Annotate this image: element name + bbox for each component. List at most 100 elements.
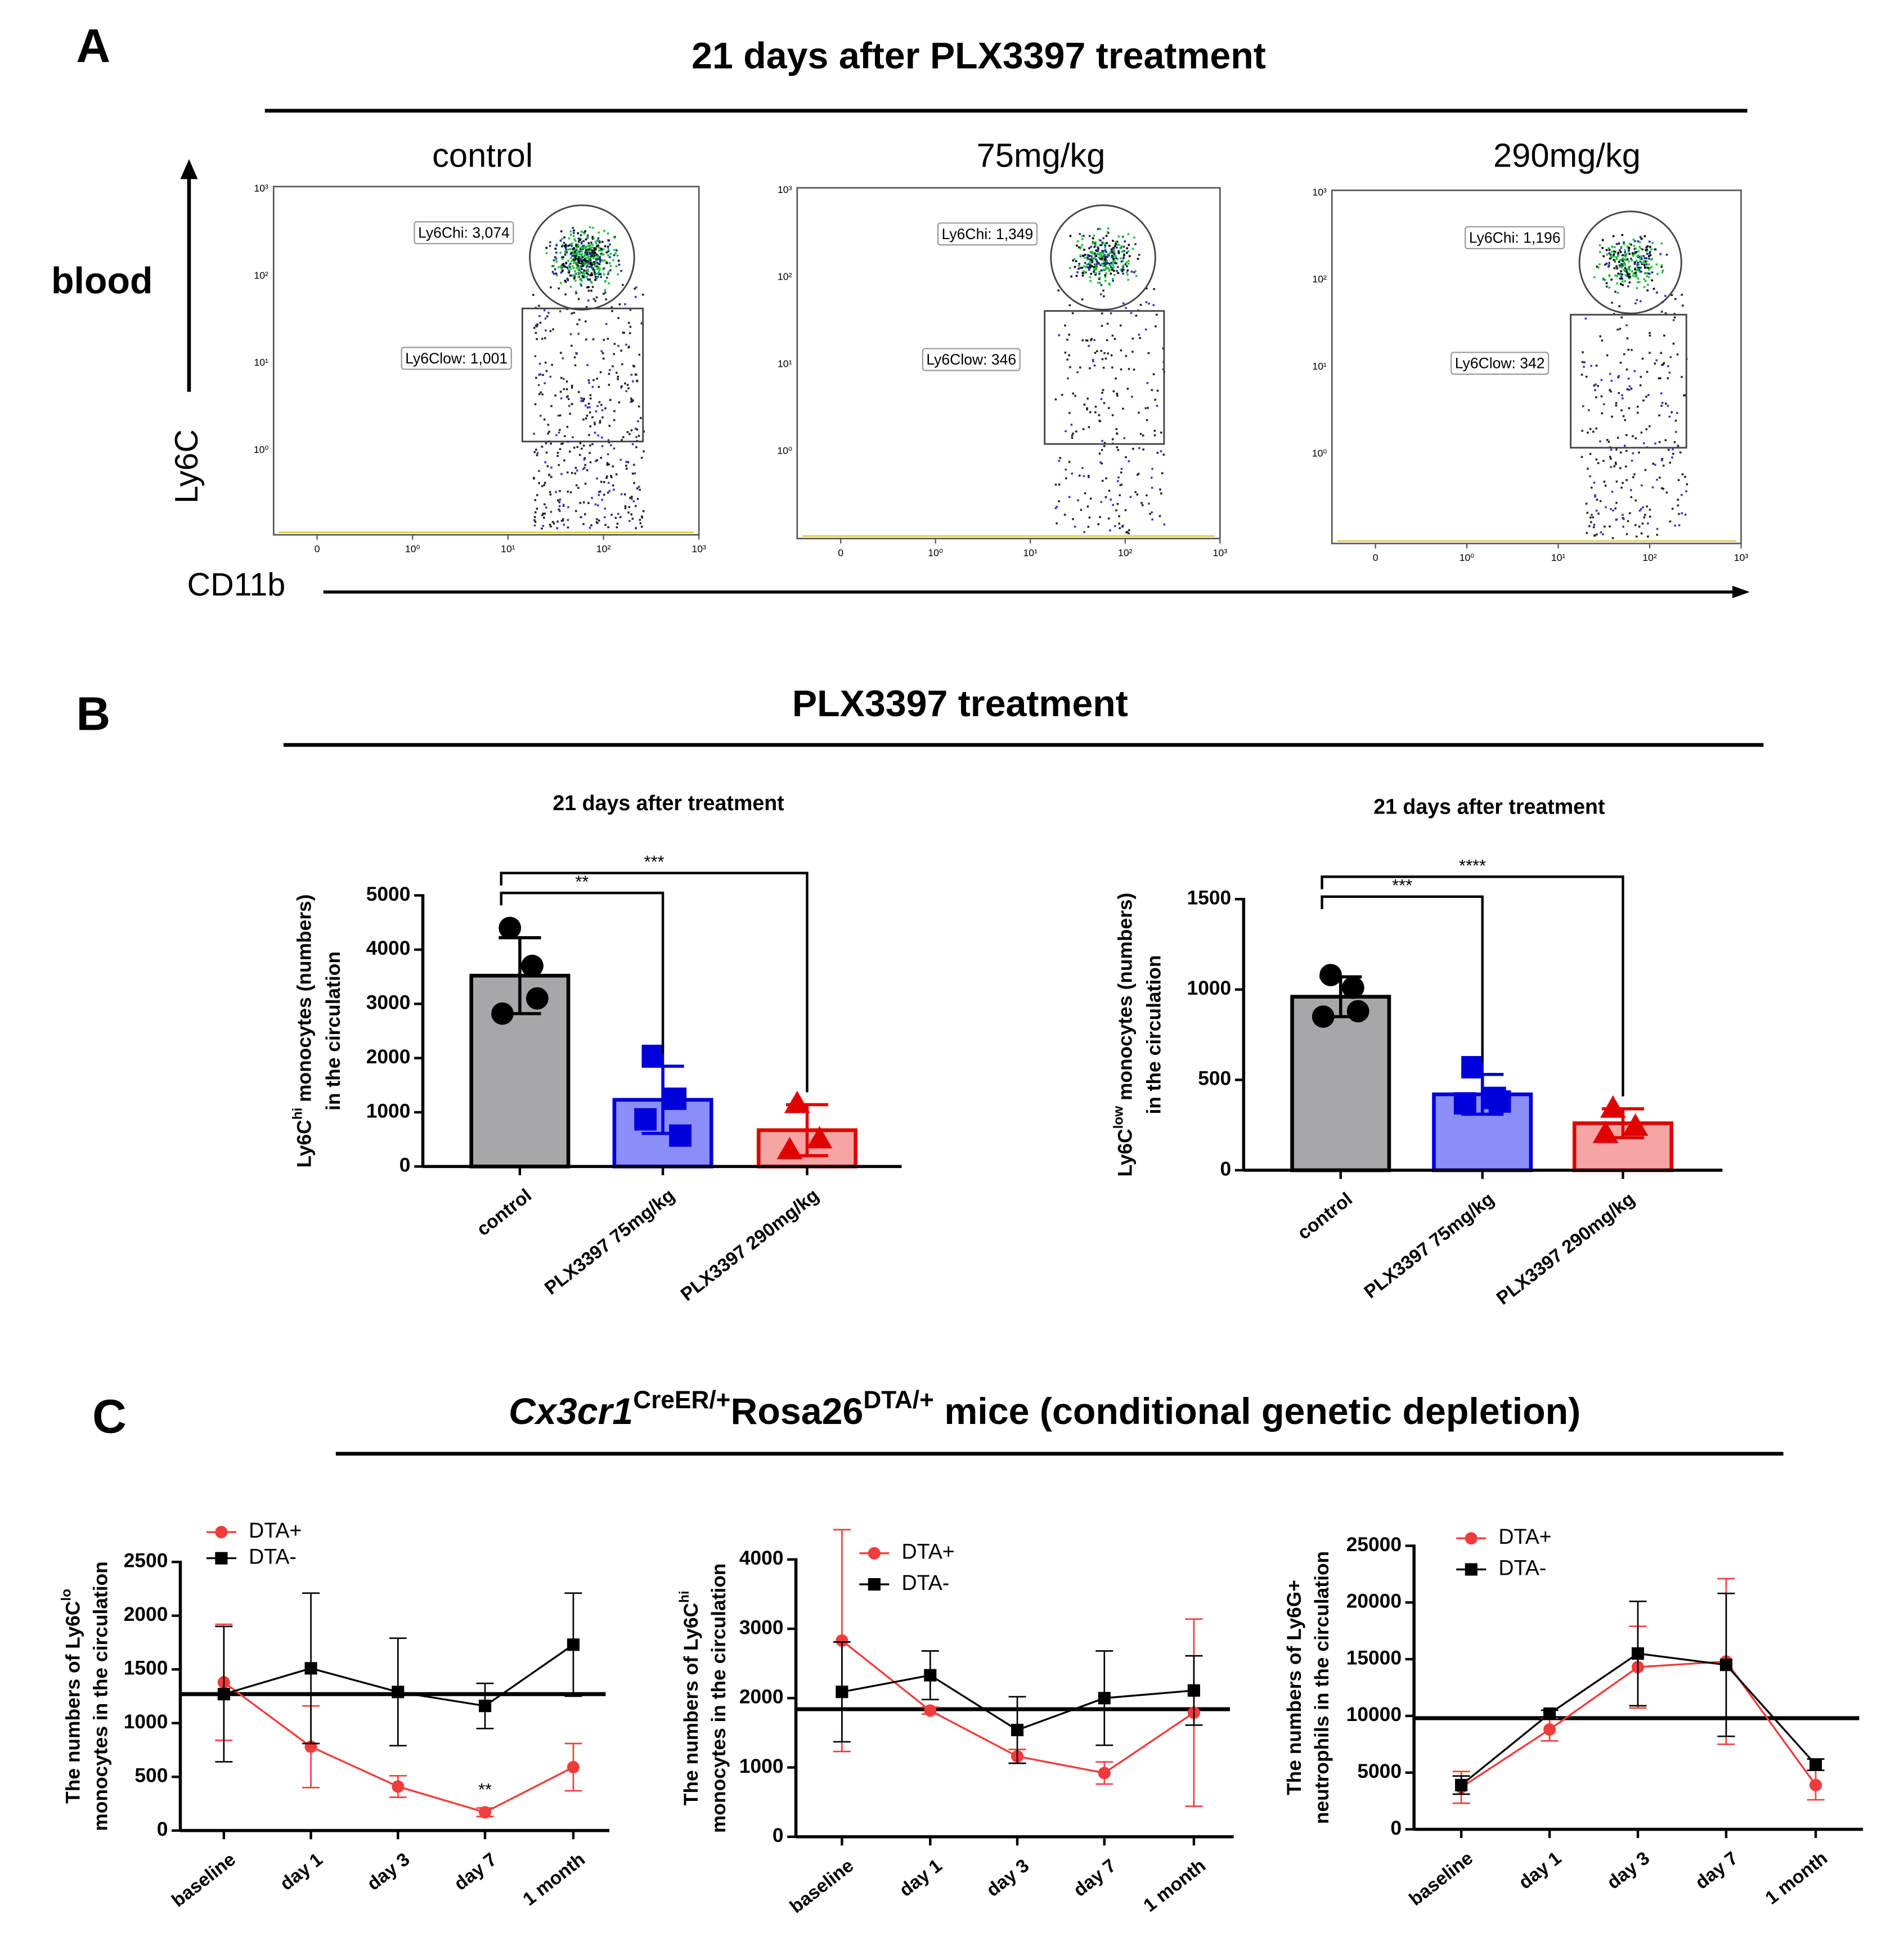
y-tick-label: 10000 [1346, 1704, 1402, 1726]
event-dot [605, 262, 608, 264]
event-dot [1103, 442, 1106, 444]
event-dot [1588, 409, 1590, 411]
event-dot [1608, 249, 1611, 251]
event-dot [1661, 487, 1663, 489]
event-dot [601, 498, 604, 501]
panel-label: B [76, 688, 110, 740]
event-dot [1092, 259, 1094, 262]
event-dot [1103, 445, 1106, 447]
event-dot [563, 245, 566, 248]
y-tick-label: 1000 [739, 1755, 784, 1777]
event-dot [595, 273, 598, 275]
event-dot [1580, 456, 1583, 458]
event-dot [586, 265, 589, 267]
event-dot [1609, 257, 1611, 260]
event-dot [1087, 475, 1090, 477]
event-dot [548, 430, 550, 433]
significance-label: ** [478, 1780, 492, 1799]
event-dot [1641, 262, 1644, 264]
event-dot [1620, 276, 1623, 278]
event-dot [581, 397, 583, 400]
event-dot [598, 231, 600, 233]
event-dot [603, 267, 605, 269]
event-dot [1066, 338, 1068, 341]
event-dot [1072, 259, 1075, 262]
event-dot [1099, 281, 1101, 284]
y-axis-label: Ly6Chi monocytes (numbers) [290, 894, 316, 1167]
event-dot [580, 242, 583, 245]
event-dot [568, 271, 571, 274]
event-dot [565, 388, 568, 390]
event-dot [1616, 282, 1618, 285]
event-dot [591, 236, 594, 238]
event-dot [1110, 498, 1112, 501]
event-dot [1613, 253, 1615, 256]
event-dot [576, 469, 578, 472]
event-dot [580, 262, 583, 265]
event-dot [574, 240, 577, 242]
event-dot [573, 238, 576, 241]
event-dot [594, 432, 596, 434]
event-dot [1085, 263, 1088, 266]
event-dot [594, 276, 597, 278]
event-dot [572, 258, 575, 261]
event-dot [571, 255, 573, 257]
event-dot [1597, 267, 1600, 269]
event-dot [547, 312, 550, 314]
event-dot [586, 406, 589, 409]
event-dot [538, 482, 540, 484]
y-label-part: The numbers of Ly6C [62, 1601, 84, 1804]
data-point [1543, 1723, 1556, 1736]
event-dot [549, 493, 552, 496]
event-dot [534, 511, 537, 514]
event-dot [1624, 258, 1627, 261]
event-dot [1661, 402, 1664, 404]
event-dot [534, 403, 537, 406]
event-dot [1106, 322, 1109, 325]
event-dot [1622, 280, 1624, 283]
event-cloud [532, 226, 645, 530]
event-dot [603, 230, 605, 232]
event-dot [568, 270, 571, 272]
event-dot [1078, 246, 1080, 249]
event-dot [592, 227, 594, 229]
event-dot [1121, 250, 1123, 253]
event-dot [585, 338, 587, 341]
event-dot [1622, 525, 1624, 528]
event-dot [1637, 277, 1640, 280]
event-dot [1634, 437, 1637, 439]
flow-tick-label: 10¹ [778, 358, 792, 369]
event-dot [536, 494, 538, 496]
event-dot [588, 246, 591, 248]
event-dot [1117, 244, 1120, 246]
event-dot [1637, 250, 1640, 253]
event-dot [1631, 252, 1634, 254]
event-dot [561, 256, 563, 259]
event-dot [1621, 394, 1623, 397]
event-dot [1110, 251, 1112, 254]
event-dot [1122, 245, 1125, 248]
flow-tick-label: 10⁰ [928, 547, 943, 558]
event-dot [637, 486, 640, 488]
event-dot [639, 417, 642, 419]
event-dot [1616, 275, 1619, 277]
event-dot [559, 498, 562, 501]
panel-title: Cx3cr1CreER/+Rosa26DTA/+ mice (condition… [509, 1386, 1580, 1432]
event-dot [1681, 473, 1684, 475]
event-dot [627, 461, 630, 464]
event-dot [1620, 270, 1622, 272]
event-dot [605, 251, 608, 254]
event-dot [592, 252, 595, 254]
event-dot [1614, 290, 1616, 293]
event-dot [1654, 464, 1656, 466]
event-dot [1683, 394, 1685, 397]
event-dot [577, 298, 580, 300]
event-dot [600, 249, 603, 252]
data-point [1719, 1659, 1732, 1672]
event-dot [1121, 260, 1124, 263]
event-dot [589, 256, 591, 259]
event-dot [641, 293, 644, 296]
event-dot [1649, 267, 1651, 269]
y-label-part: Ly6C [294, 1120, 316, 1167]
event-dot [1623, 353, 1625, 356]
